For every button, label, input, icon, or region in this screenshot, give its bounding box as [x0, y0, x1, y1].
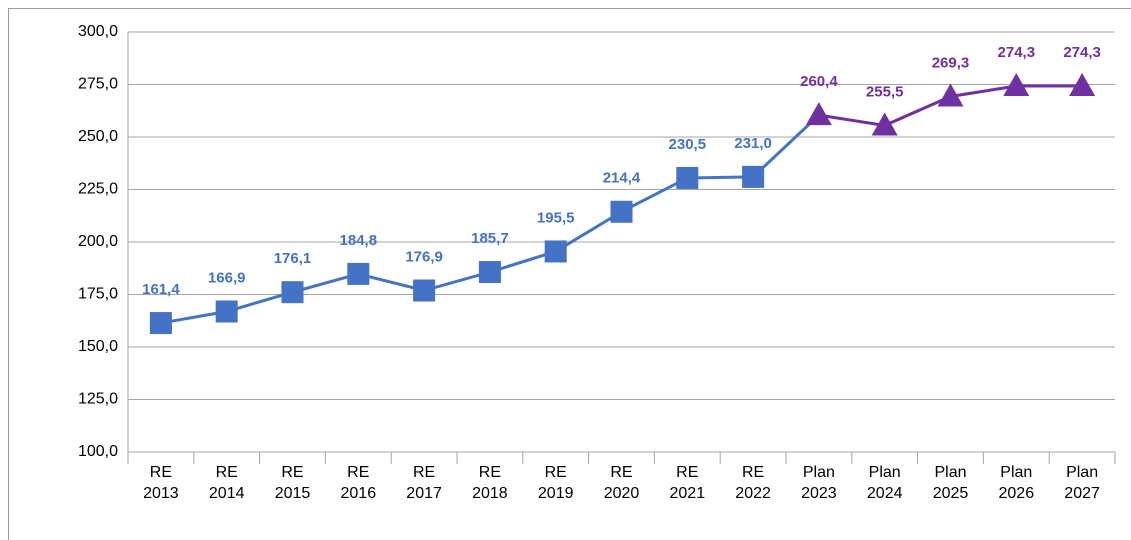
data-label: 166,9	[208, 269, 246, 286]
marker	[478, 261, 501, 284]
x-tick-label: Plan 2024	[866, 464, 903, 502]
x-tick-label: RE 2021	[669, 464, 706, 502]
x-tick-label: RE 2015	[274, 464, 311, 502]
y-tick-label: 150,0	[78, 338, 118, 355]
frame	[8, 8, 1131, 540]
y-tick-label: 100,0	[78, 443, 118, 460]
y-tick-label: 300,0	[78, 23, 118, 40]
x-tick-label: Plan 2027	[1064, 464, 1100, 502]
data-label: 269,3	[932, 54, 970, 71]
marker	[544, 240, 567, 263]
x-tick-label: RE 2016	[340, 464, 377, 502]
marker	[1069, 72, 1096, 96]
y-tick-label: 225,0	[78, 181, 118, 198]
y-tick-label: 125,0	[78, 391, 118, 408]
marker	[149, 312, 172, 335]
data-label: 231,0	[734, 135, 772, 152]
marker	[215, 300, 238, 323]
x-tick-label: RE 2018	[472, 464, 508, 502]
marker	[937, 83, 964, 107]
x-tick-label: RE 2013	[143, 464, 179, 502]
series-line	[160, 175, 754, 325]
data-label: 274,3	[1063, 44, 1101, 61]
x-tick-label: RE 2019	[537, 464, 574, 502]
data-label: 214,4	[603, 170, 641, 187]
data-label: 184,8	[340, 232, 378, 249]
marker	[281, 281, 304, 304]
x-tick-label: RE 2022	[735, 464, 771, 502]
x-tick-label: RE 2017	[406, 464, 442, 502]
marker	[805, 102, 832, 126]
data-label: 260,4	[800, 73, 838, 90]
y-tick-label: 250,0	[78, 128, 118, 145]
y-tick-label: 175,0	[78, 286, 118, 303]
x-tick-label: Plan 2026	[998, 464, 1035, 502]
data-label: 176,9	[405, 248, 443, 265]
x-tick-label: Plan 2025	[932, 464, 969, 502]
x-tick-label: Plan 2023	[801, 464, 837, 502]
data-label: 255,5	[866, 83, 904, 100]
x-tick-label: RE 2014	[208, 464, 245, 502]
marker	[676, 166, 699, 189]
data-label: 176,1	[274, 250, 312, 267]
marker	[1003, 72, 1030, 96]
y-tick-label: 200,0	[78, 233, 118, 250]
marker	[742, 165, 765, 188]
data-label: 230,5	[669, 136, 707, 153]
data-label: 185,7	[471, 230, 509, 247]
marker	[413, 279, 436, 302]
data-label: 274,3	[998, 44, 1036, 61]
x-tick-label: RE 2020	[603, 464, 640, 502]
marker	[347, 262, 370, 285]
marker	[871, 112, 898, 136]
data-label: 195,5	[537, 209, 575, 226]
data-label: 161,4	[142, 281, 180, 298]
y-tick-label: 275,0	[78, 76, 118, 93]
marker	[610, 200, 633, 223]
